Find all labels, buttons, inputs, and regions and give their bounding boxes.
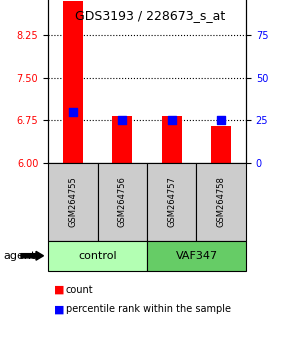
Text: percentile rank within the sample: percentile rank within the sample: [66, 304, 231, 314]
Text: ■: ■: [54, 285, 64, 295]
Text: GDS3193 / 228673_s_at: GDS3193 / 228673_s_at: [75, 9, 225, 22]
Text: agent: agent: [3, 251, 35, 261]
Point: [219, 118, 224, 123]
Text: GSM264758: GSM264758: [217, 176, 226, 227]
FancyBboxPatch shape: [98, 163, 147, 241]
FancyBboxPatch shape: [48, 163, 98, 241]
Text: GSM264757: GSM264757: [167, 176, 176, 227]
FancyBboxPatch shape: [147, 163, 196, 241]
Text: count: count: [66, 285, 94, 295]
Text: ■: ■: [54, 304, 64, 314]
Text: GSM264756: GSM264756: [118, 176, 127, 227]
Bar: [112, 116, 132, 163]
Bar: [211, 126, 231, 163]
Text: VAF347: VAF347: [176, 251, 218, 261]
Bar: [162, 116, 182, 163]
Text: GSM264755: GSM264755: [68, 176, 77, 227]
Point: [169, 118, 174, 123]
FancyBboxPatch shape: [48, 241, 147, 271]
Point: [120, 118, 125, 123]
FancyBboxPatch shape: [196, 163, 246, 241]
FancyBboxPatch shape: [147, 241, 246, 271]
Bar: [63, 1, 83, 163]
Point: [70, 109, 75, 115]
Text: control: control: [78, 251, 117, 261]
